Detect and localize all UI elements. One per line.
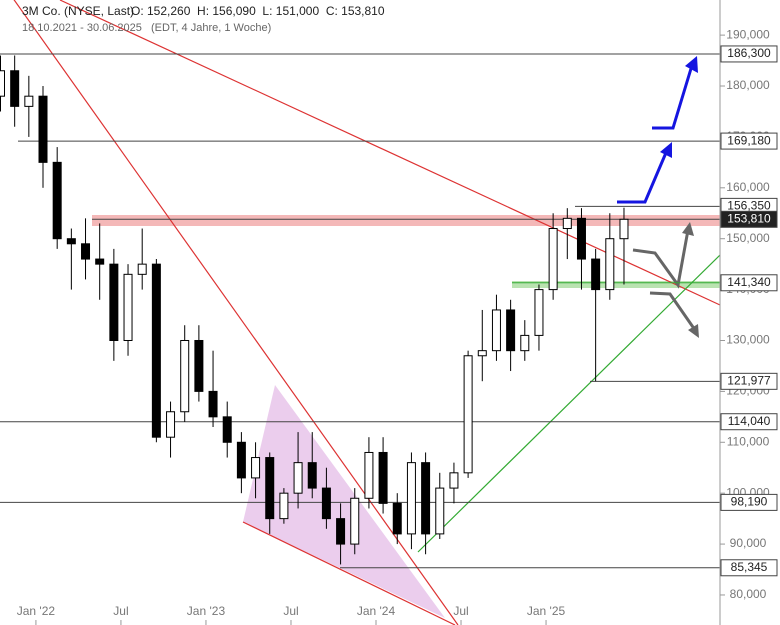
candle-body (38, 95, 48, 163)
trend-line (13, 0, 459, 625)
candle-body (449, 472, 459, 489)
candle-body (109, 263, 119, 341)
y-tick-label: 130,000 (726, 333, 770, 347)
chart-title: 3M Co. (NYSE, Last) (22, 4, 134, 18)
candle-body (194, 339, 204, 392)
arrow (649, 291, 697, 331)
arrow (652, 61, 695, 130)
candle-body (364, 451, 374, 499)
level-label: 169,180 (727, 133, 771, 147)
arrow-head (685, 56, 698, 73)
arrow (632, 229, 690, 289)
candle-body (222, 416, 232, 443)
y-tick-label: 150,000 (726, 231, 770, 245)
candle-body (151, 263, 161, 438)
candle-body (208, 390, 218, 418)
candle-body (506, 309, 516, 352)
level-box (720, 493, 778, 511)
candle-body (477, 350, 487, 357)
level-label: 114,040 (728, 414, 771, 428)
candle-body (534, 289, 544, 336)
candle-body (392, 502, 402, 535)
resistance-zone (92, 215, 720, 226)
candle-body (0, 70, 5, 97)
trend-line (59, 0, 720, 306)
level-box (720, 274, 778, 292)
x-tick-label: Jul (113, 604, 128, 618)
y-tick-label: 90,000 (730, 536, 767, 550)
level-box (720, 413, 778, 431)
candle-body (619, 218, 629, 240)
candle-body (95, 258, 105, 265)
support-zone (512, 281, 720, 288)
arrow-head (688, 324, 699, 338)
candle-body (236, 441, 246, 479)
candle-body (321, 487, 331, 520)
candle-body (307, 462, 317, 489)
wedge-fill (243, 385, 445, 618)
candle-body (520, 334, 530, 352)
y-tick-label: 80,000 (730, 587, 767, 601)
annotations (0, 0, 720, 625)
x-tick-label: Jul (453, 604, 468, 618)
candle-body (10, 70, 20, 107)
candle-body (137, 263, 147, 275)
candle-body (463, 355, 473, 474)
candle-body (279, 492, 289, 520)
level-label: 156,350 (727, 199, 771, 213)
candle-body (251, 457, 261, 479)
candle-body (562, 217, 572, 230)
level-label: 186,300 (727, 46, 771, 60)
candle-body (265, 457, 275, 520)
candle-body (24, 95, 34, 107)
level-label: 98,190 (731, 495, 768, 509)
quote: O: 152,260 H: 156,090 L: 151,000 C: 153,… (131, 4, 385, 18)
y-tick-label: 110,000 (727, 434, 770, 448)
candle-body (435, 487, 445, 535)
candle-body (406, 462, 416, 535)
level-label: 85,345 (731, 560, 768, 574)
candle-body (336, 518, 346, 545)
arrow-head (682, 222, 694, 236)
candle-body (293, 462, 303, 494)
candle-body (576, 217, 586, 260)
arrow-head (660, 142, 672, 158)
x-tick-label: Jan '25 (527, 604, 566, 618)
level-label: 121,977 (727, 373, 771, 387)
candle-body (66, 238, 76, 245)
candle-body (81, 243, 91, 260)
level-label: 141,340 (727, 275, 771, 289)
candle-body (591, 258, 601, 291)
subtitle: 18.10.2021 - 30.06.2025 (22, 22, 142, 34)
level-box (720, 132, 778, 150)
candle-body (378, 451, 388, 504)
level-box (720, 372, 778, 390)
candle-body (605, 238, 615, 291)
candle-body (52, 161, 62, 240)
level-label: 153,810 (727, 211, 771, 225)
candle-body (548, 228, 558, 291)
candle-body (491, 309, 501, 352)
candle-body (180, 339, 190, 413)
level-box (720, 210, 778, 228)
candle-body (166, 411, 176, 438)
trend-line (242, 521, 456, 625)
level-box (720, 559, 778, 577)
x-tick-label: Jan '23 (187, 604, 226, 618)
y-tick-label: 180,000 (726, 78, 770, 92)
y-tick-label: 160,000 (726, 180, 770, 194)
x-tick-label: Jul (283, 604, 298, 618)
candle-body (123, 273, 133, 341)
candle-body (350, 497, 360, 545)
level-box (720, 45, 778, 63)
candle-body (421, 462, 431, 535)
arrow (617, 147, 670, 204)
y-tick-label: 190,000 (726, 27, 770, 41)
x-tick-label: Jan '24 (357, 604, 396, 618)
note: (EDT, 4 Jahre, 1 Woche) (151, 22, 271, 34)
x-tick-label: Jan '22 (17, 604, 56, 618)
